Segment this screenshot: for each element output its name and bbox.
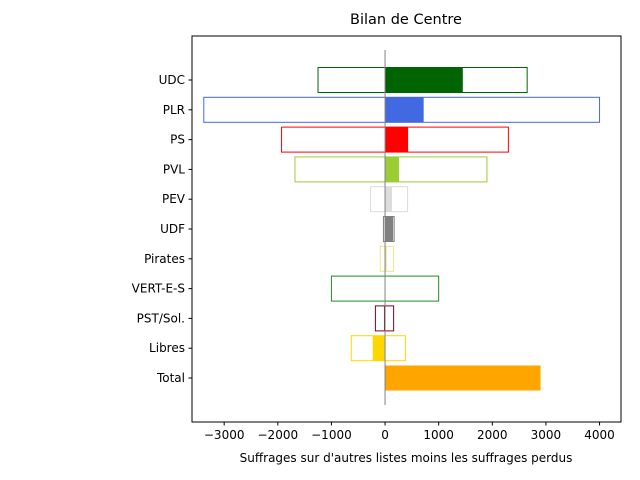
bars-layer: [203, 50, 601, 405]
net-bar-PST/Sol.: [383, 305, 386, 331]
x-tick-label: 0: [381, 428, 389, 442]
x-tick-label: 3000: [531, 428, 562, 442]
x-tick-label: 2000: [477, 428, 508, 442]
plot-frame: [191, 35, 622, 423]
y-tick-label: UDC: [159, 73, 185, 87]
x-tick-label: 1000: [423, 428, 454, 442]
range-bar-PEV: [370, 186, 409, 213]
range-bar-PVL: [294, 156, 488, 183]
chart-title: Bilan de Centre: [350, 12, 462, 28]
net-bar-Pirates: [385, 246, 387, 272]
category-labels: UDC PLR PS PVL PEV UDF Pirates VERT-E-S PST/Sol.…: [132, 73, 192, 385]
range-bar-PST/Sol.: [374, 305, 395, 332]
x-tick-label: −1000: [311, 428, 352, 442]
x-tick-label: 4000: [584, 428, 615, 442]
y-tick-label: PLR: [163, 103, 185, 117]
net-bar-PLR: [385, 97, 424, 123]
y-tick-label: UDF: [160, 222, 185, 236]
y-tick-label: Total: [156, 371, 185, 385]
x-axis-label: Suffrages sur d'autres listes moins les …: [240, 451, 573, 465]
range-bar-UDF: [382, 216, 395, 242]
range-bar-UDC: [317, 67, 528, 93]
y-tick-label: PVL: [163, 162, 185, 176]
y-tick-label: VERT-E-S: [132, 282, 185, 296]
range-bar-Pirates: [379, 245, 395, 272]
range-bar-Libres: [350, 335, 406, 362]
net-bar-PS: [385, 127, 409, 153]
y-tick-label: Pirates: [144, 252, 185, 266]
net-bar-PEV: [385, 186, 393, 212]
range-bar-PS: [281, 126, 509, 153]
net-bar-Total: [385, 365, 541, 391]
range-bar-PLR: [203, 96, 601, 123]
y-tick-label: PS: [170, 133, 185, 147]
y-tick-label: Libres: [149, 341, 185, 355]
net-bar-UDC: [385, 67, 463, 93]
net-bar-PVL: [385, 156, 399, 182]
x-axis-ticks: −3000 −2000 −1000 0 1000 2000 3000 4000: [204, 422, 615, 442]
x-tick-label: −2000: [258, 428, 299, 442]
y-tick-label: PEV: [162, 192, 186, 206]
net-bar-UDF: [385, 216, 394, 242]
y-tick-label: PST/Sol.: [137, 311, 185, 325]
x-tick-label: −3000: [204, 428, 245, 442]
net-bar-Libres: [372, 335, 386, 361]
